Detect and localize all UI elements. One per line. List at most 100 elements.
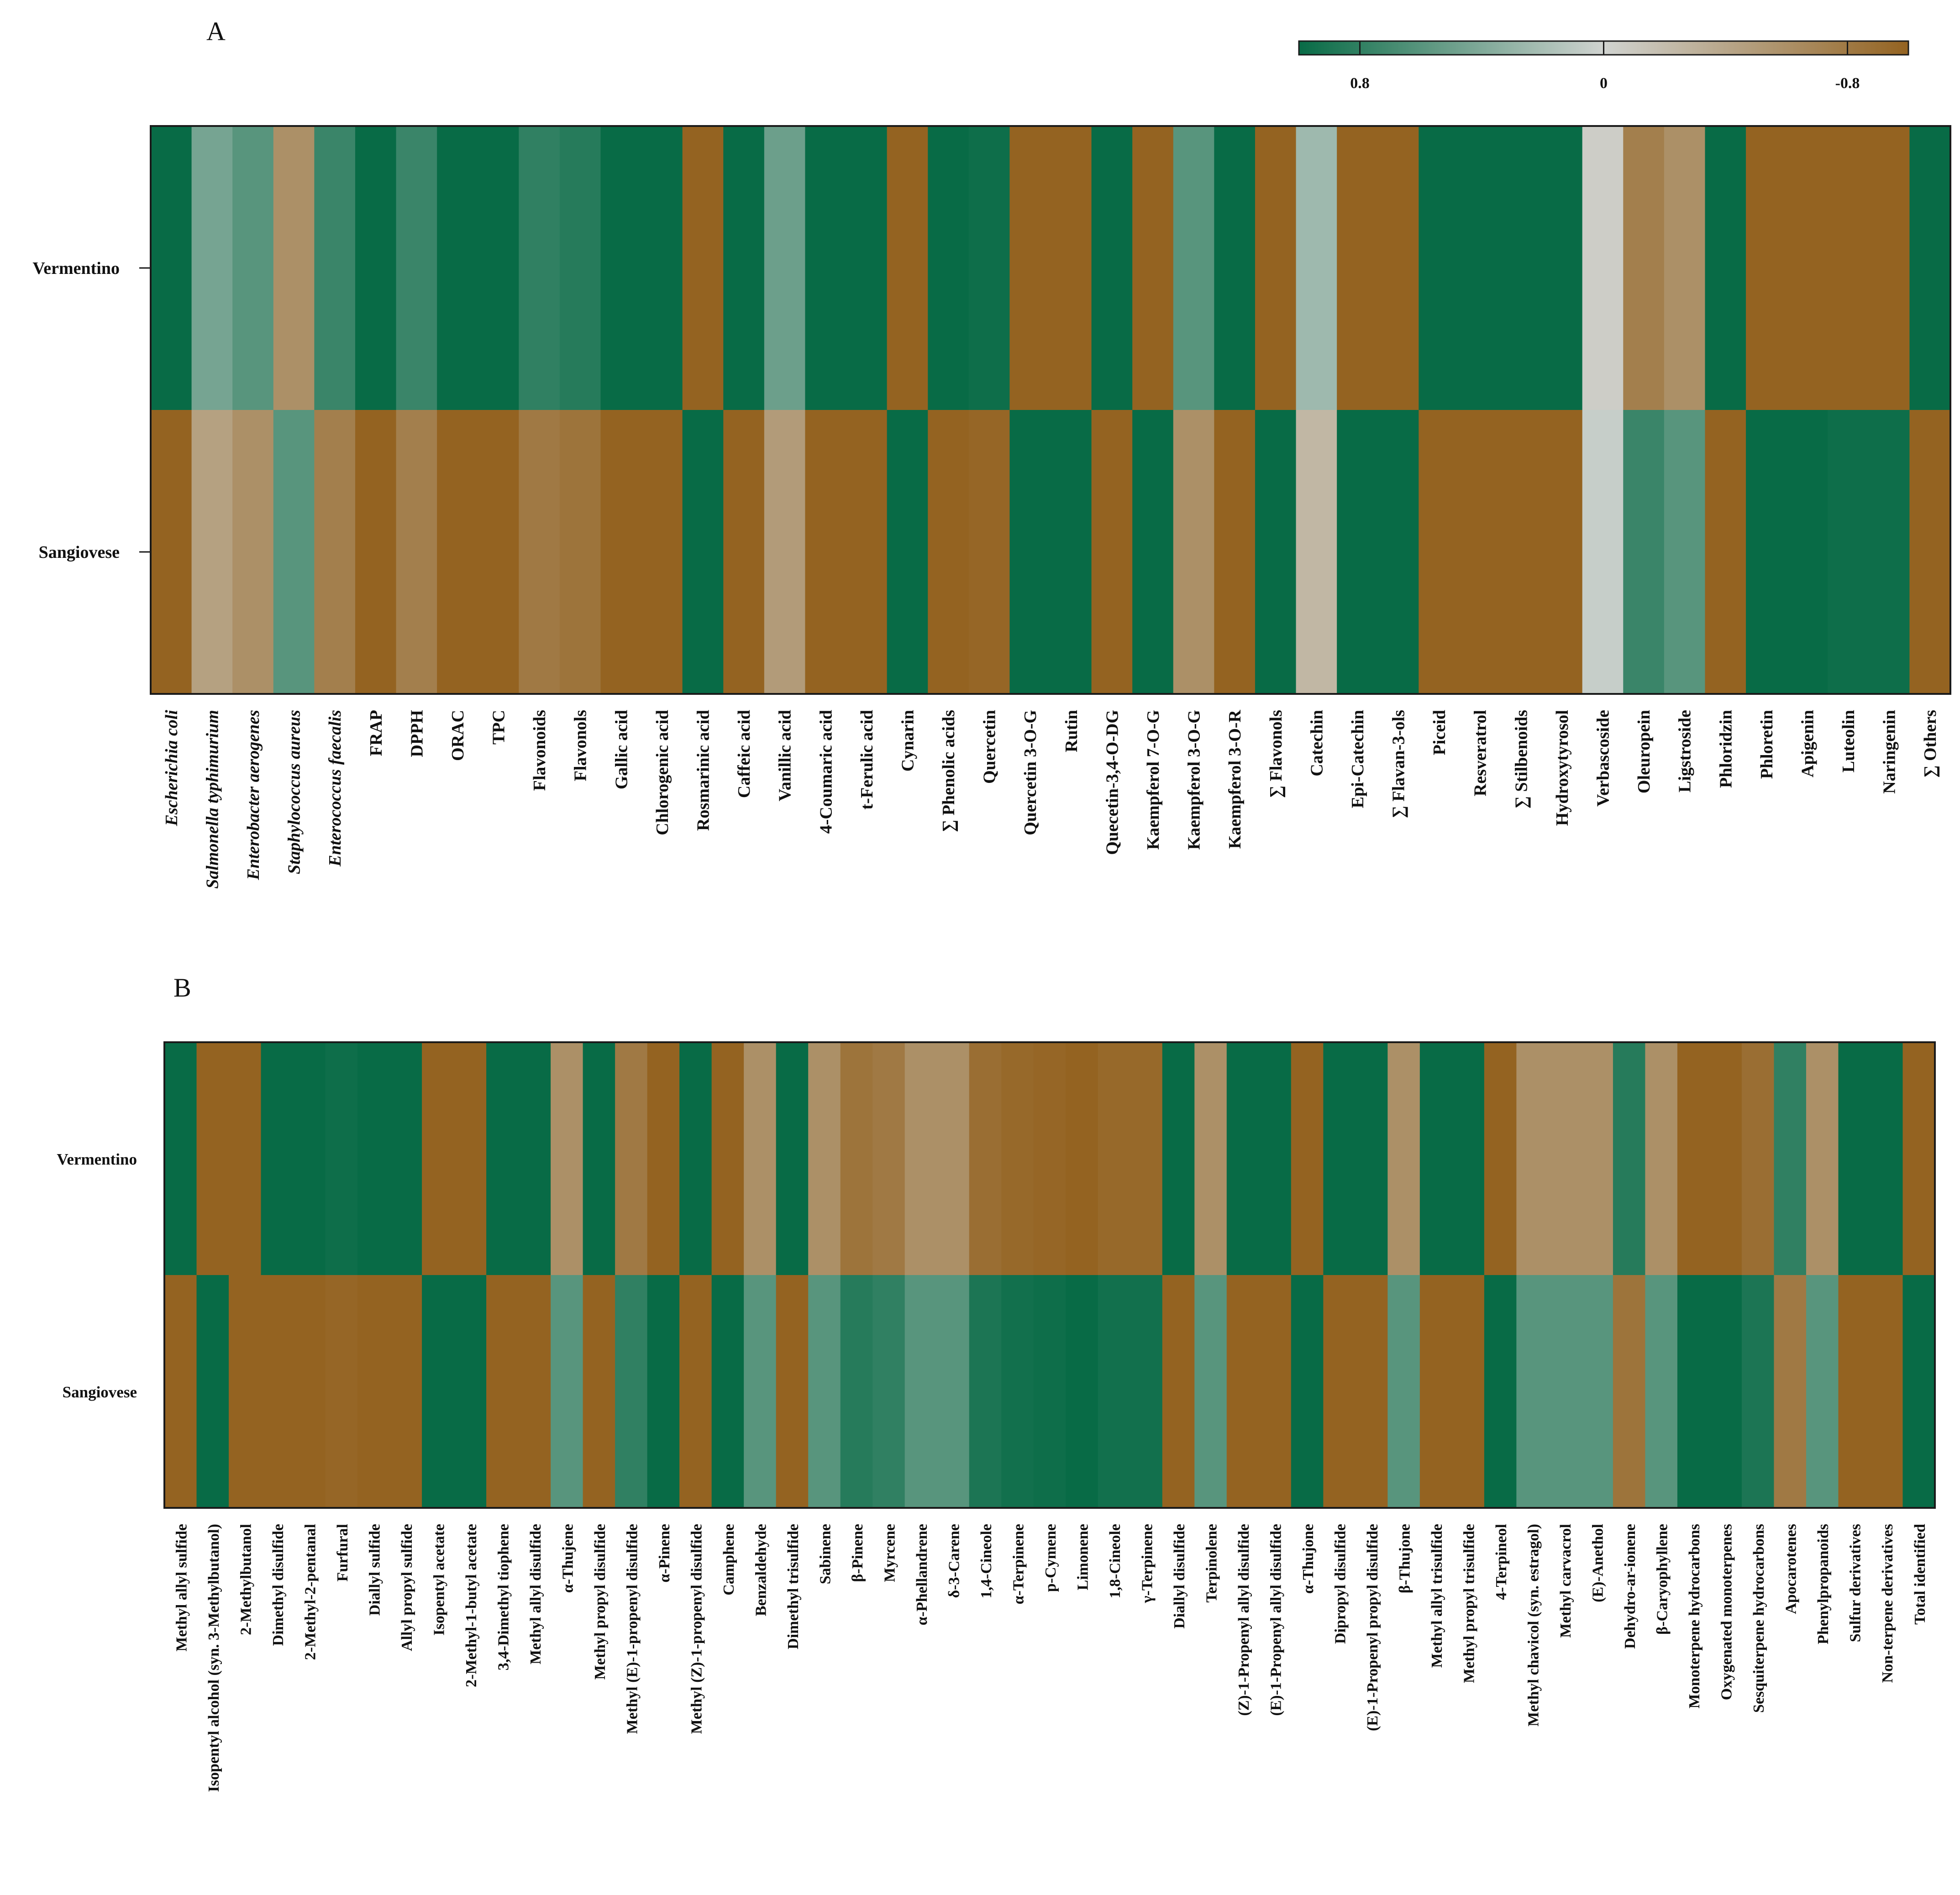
heatmap-cell <box>583 1042 615 1276</box>
panel-b-label: B <box>173 973 191 1003</box>
column-label: ∑ Flavan-3-ols <box>1389 710 1408 818</box>
heatmap-cell <box>1709 1042 1742 1276</box>
heatmap-cell <box>164 1042 197 1276</box>
column-label: Methyl allyl trisulfide <box>1429 1524 1445 1668</box>
column-label: ORAC <box>448 710 468 761</box>
heatmap-cell <box>518 1042 551 1276</box>
heatmap-cell <box>1419 126 1460 410</box>
heatmap-cell <box>1419 1275 1453 1508</box>
heatmap-cell <box>1613 1042 1646 1276</box>
column-label: Non-terpene derivatives <box>1879 1524 1896 1683</box>
heatmap-cell <box>293 1042 326 1276</box>
heatmap-cell <box>1255 410 1297 694</box>
column-label: Gallic acid <box>612 710 631 789</box>
heatmap-cell <box>1677 1042 1710 1276</box>
column-label: Terpinolene <box>1203 1524 1220 1603</box>
heatmap-cell <box>764 126 806 410</box>
column-label: β-Caryophyllene <box>1654 1524 1671 1635</box>
heatmap-cell <box>872 1042 905 1276</box>
column-label: Enterobacter aerogenes <box>244 710 263 881</box>
column-label: Dehydro-ar-ionene <box>1622 1524 1639 1649</box>
column-label: Methyl propyl trisulfide <box>1461 1524 1478 1683</box>
heatmap-cell <box>355 410 397 694</box>
heatmap-cell <box>1664 126 1706 410</box>
heatmap-cell <box>840 1042 873 1276</box>
heatmap-cell <box>600 410 642 694</box>
column-label: 2-Methyl-2-pentanal <box>302 1524 319 1660</box>
heatmap-cell <box>314 126 356 410</box>
heatmap-cell <box>1909 410 1951 694</box>
column-label: Methyl allyl disulfide <box>527 1524 544 1664</box>
heatmap-cell <box>437 410 478 694</box>
column-label: (Z)-1-Propenyl allyl disulfide <box>1235 1524 1252 1716</box>
heatmap-cell <box>1419 410 1460 694</box>
heatmap-cell <box>840 1275 873 1508</box>
column-label: Kaempferol 3-O-R <box>1225 709 1245 849</box>
column-label: Escherichia coli <box>162 710 181 827</box>
column-label: Apigenin <box>1798 710 1817 777</box>
heatmap-cell <box>191 410 233 694</box>
heatmap-cell <box>1484 1275 1517 1508</box>
column-label: Rutin <box>1062 710 1081 752</box>
heatmap-cell <box>422 1275 455 1508</box>
heatmap-cell <box>293 1275 326 1508</box>
heatmap-cell <box>229 1042 262 1276</box>
column-label: Phenylpropanoids <box>1815 1524 1832 1644</box>
heatmap-cell <box>904 1275 938 1508</box>
heatmap-cell <box>1774 1042 1807 1276</box>
heatmap-cell <box>1645 1275 1678 1508</box>
heatmap-cell <box>872 1275 905 1508</box>
column-label: Methyl chavicol (syn. estragol) <box>1525 1524 1542 1727</box>
heatmap-cell <box>937 1042 970 1276</box>
heatmap-cell <box>808 1042 841 1276</box>
column-label: Kaempferol 7-O-G <box>1144 710 1163 850</box>
heatmap-cell <box>1377 126 1419 410</box>
heatmap-cell <box>357 1275 390 1508</box>
column-label: Caffeic acid <box>735 710 754 798</box>
heatmap-cell <box>711 1275 744 1508</box>
row-label: Vermentino <box>57 1150 137 1168</box>
column-label: 2-Methyl-1-butyl acetate <box>463 1524 480 1687</box>
column-label: Salmonella typhimurium <box>203 710 222 889</box>
heatmap-cell <box>1746 126 1787 410</box>
heatmap-cell <box>1484 1042 1517 1276</box>
column-label: Quercetin 3-O-G <box>1021 710 1040 835</box>
heatmap-cell <box>1214 126 1256 410</box>
column-label: Methyl allyl sulfide <box>173 1524 190 1652</box>
heatmap-cell <box>196 1275 229 1508</box>
column-label: Flavonoids <box>530 710 549 791</box>
heatmap-cell <box>1902 1042 1935 1276</box>
heatmap-cell <box>1226 1275 1260 1508</box>
heatmap-cell <box>559 410 601 694</box>
heatmap-cell <box>1516 1275 1549 1508</box>
column-label: t-Ferulic acid <box>857 710 877 809</box>
column-label: Isopentyl acetate <box>431 1524 447 1636</box>
heatmap-cell <box>486 1042 519 1276</box>
heatmap-cell <box>1452 1042 1485 1276</box>
heatmap-cell <box>261 1042 294 1276</box>
column-label: Phloridzin <box>1716 710 1735 788</box>
heatmap-cell <box>1870 1275 1903 1508</box>
heatmap-cell <box>1746 410 1787 694</box>
column-label: Methyl (Z)-1-propenyl disulfide <box>688 1524 705 1734</box>
colorbar-tick-label: -0.8 <box>1835 75 1860 92</box>
heatmap-cell <box>1051 410 1092 694</box>
column-label: Kaempferol 3-O-G <box>1185 710 1204 850</box>
heatmap-cell <box>1130 1275 1163 1508</box>
column-label: Apocarotenes <box>1783 1524 1800 1614</box>
column-label: Naringenin <box>1880 710 1899 794</box>
heatmap-cell <box>846 410 888 694</box>
heatmap-cell <box>1828 126 1869 410</box>
heatmap-cell <box>846 126 888 410</box>
colorbar-tick-label: 0.8 <box>1350 75 1370 92</box>
heatmap-cell <box>1091 126 1133 410</box>
heatmap-cell <box>887 410 929 694</box>
heatmap-cell <box>1902 1275 1935 1508</box>
column-label: Ligstroside <box>1676 710 1695 793</box>
heatmap-cell <box>454 1042 487 1276</box>
heatmap-cell <box>196 1042 229 1276</box>
column-label: 2-Methylbutanol <box>237 1524 254 1635</box>
heatmap-cell <box>1337 126 1378 410</box>
column-label: Furfural <box>334 1524 351 1582</box>
heatmap-cell <box>679 1275 712 1508</box>
